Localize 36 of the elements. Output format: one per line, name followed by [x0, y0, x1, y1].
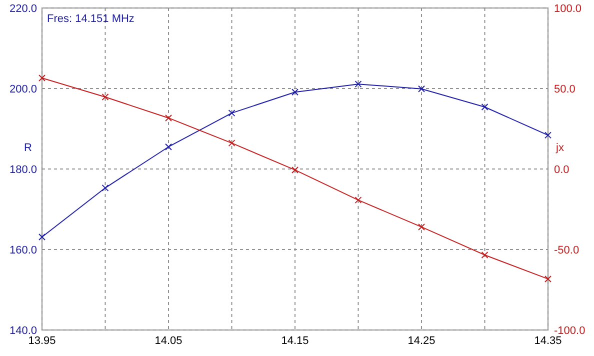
point — [228, 140, 236, 147]
y2-tick-label: 100.0 — [554, 3, 582, 15]
y-tick-label: 140.0 — [9, 325, 37, 337]
point — [544, 132, 552, 139]
point — [38, 74, 46, 82]
point — [354, 80, 362, 88]
y2-tick-label: -100.0 — [554, 325, 586, 337]
y2-tick-label: 50.0 — [554, 84, 576, 96]
point — [102, 184, 109, 192]
annotation: Fres: 14.151 MHz — [47, 13, 134, 25]
point — [292, 88, 298, 96]
point — [228, 110, 236, 117]
point — [481, 104, 488, 111]
y2-tick-label: 0.0 — [554, 164, 570, 176]
y-tick-label: 180.0 — [9, 164, 37, 176]
point — [102, 94, 109, 101]
point — [418, 85, 425, 92]
point — [354, 196, 362, 204]
point — [418, 223, 425, 230]
y-axis-title: R — [24, 142, 32, 154]
x-tick-label: 14.25 — [408, 335, 436, 347]
y2-tick-label: -50.0 — [554, 244, 580, 256]
x-tick-label: 14.05 — [154, 335, 182, 347]
y-tick-label: 200.0 — [9, 84, 37, 96]
point — [165, 143, 172, 150]
y-tick-label: 160.0 — [9, 244, 37, 256]
y-tick-label: 220.0 — [9, 3, 37, 15]
x-tick-label: 13.95 — [28, 335, 56, 347]
point — [544, 275, 552, 282]
point — [38, 234, 46, 241]
point — [292, 166, 298, 174]
point — [481, 251, 488, 258]
y2-axis-title: jx — [555, 142, 564, 154]
x-tick-label: 14.35 — [534, 335, 562, 347]
point — [165, 114, 172, 122]
x-tick-label: 14.15 — [281, 335, 309, 347]
